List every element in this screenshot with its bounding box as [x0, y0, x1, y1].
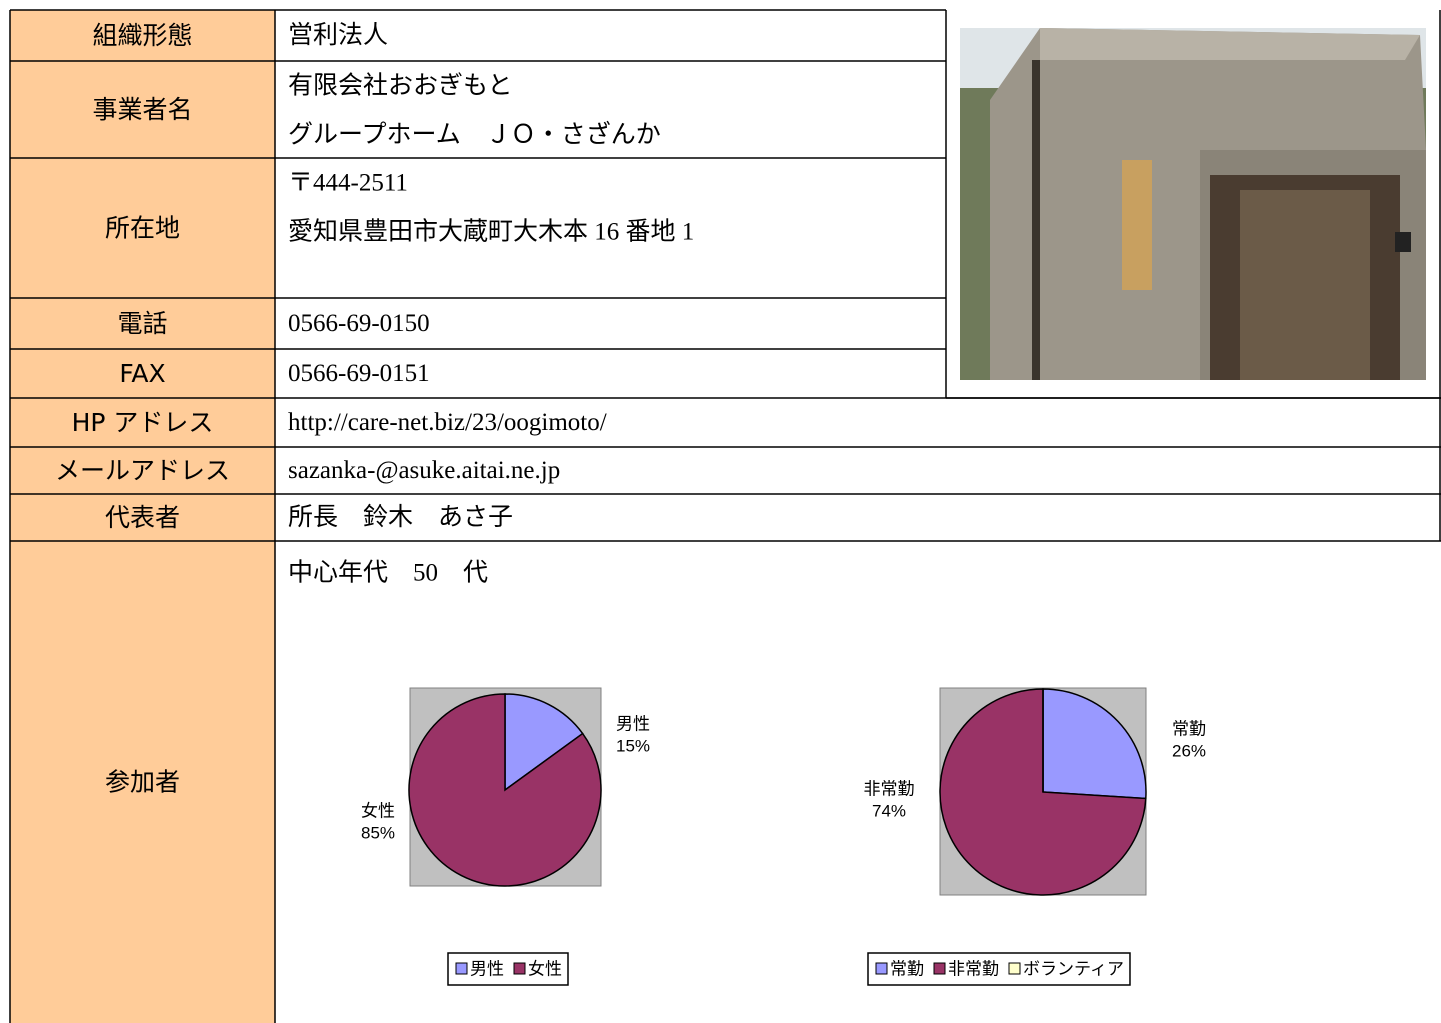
photo [960, 28, 1426, 380]
row-value: 所長 鈴木 あさ子 [288, 503, 513, 531]
label-cell [10, 10, 275, 61]
row-label: FAX [119, 359, 165, 388]
row-value: 0566-69-0150 [288, 310, 430, 337]
pie-slice [1042, 688, 1147, 800]
legend-label: ボランティア [1023, 960, 1124, 979]
slice-name: 常勤 [1172, 720, 1206, 739]
row-value: 有限会社おおぎもと [288, 72, 513, 100]
slice-value: 85% [361, 824, 395, 843]
label-cell [10, 349, 275, 398]
slice-name: 非常勤 [864, 780, 915, 799]
legend-box [867, 952, 1131, 986]
row-value: http://care-net.biz/23/oogimoto/ [288, 409, 607, 436]
row-value: 営利法人 [288, 21, 388, 49]
legend: 常勤 非常勤 ボランティア [867, 952, 1131, 986]
label-cell [10, 447, 275, 494]
row-value: グループホーム ＪＯ・さざんか [288, 120, 661, 149]
row-value: 中心年代 50 代 [288, 559, 488, 587]
legend-label: 男性 [470, 960, 504, 979]
legend-swatch [875, 962, 888, 975]
pie-slice [504, 693, 584, 792]
label-cell [10, 298, 275, 349]
slice-value: 15% [616, 737, 650, 756]
label-cell [10, 398, 275, 447]
row-label: 参加者 [105, 768, 180, 797]
slice-value: 74% [872, 802, 906, 821]
row-value: 愛知県豊田市大蔵町大木本 16 番地 1 [288, 218, 694, 246]
legend-label: 非常勤 [948, 960, 999, 979]
row-label: 組織形態 [92, 21, 192, 50]
legend-label: 女性 [528, 960, 562, 979]
legend-box [447, 952, 569, 986]
label-cell [10, 158, 275, 298]
row-value: 〒444-2511 [288, 170, 408, 197]
legend-swatch [513, 962, 526, 975]
legend-swatch [1008, 962, 1021, 975]
legend-swatch [455, 962, 468, 975]
pie-slice [408, 693, 602, 887]
row-value: 0566-69-0151 [288, 360, 430, 387]
label-cell [10, 494, 275, 541]
label-cell [10, 61, 275, 158]
slice-value: 26% [1172, 742, 1206, 761]
legend-swatch [933, 962, 946, 975]
label-cell [10, 541, 275, 1023]
legend: 男性 女性 [447, 952, 569, 986]
row-label: HP アドレス [72, 408, 214, 437]
row-label: 電話 [117, 309, 167, 338]
row-label: メールアドレス [55, 456, 230, 485]
legend-label: 常勤 [890, 960, 924, 979]
row-label: 事業者名 [92, 95, 192, 124]
slice-name: 男性 [616, 715, 650, 734]
row-value: sazanka-@asuke.aitai.ne.jp [288, 457, 560, 484]
slice-name: 女性 [361, 802, 395, 821]
row-label: 代表者 [105, 503, 180, 532]
row-label: 所在地 [105, 214, 180, 243]
